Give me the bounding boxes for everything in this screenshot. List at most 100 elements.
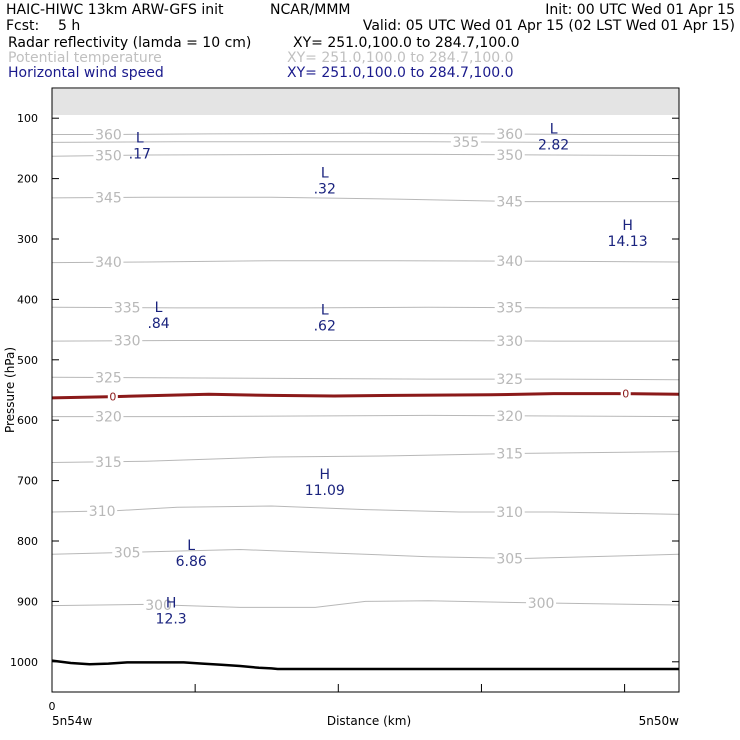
- theta-contour-label: 315: [95, 455, 122, 471]
- theta-label-bg: [93, 190, 124, 205]
- axes: 100 200 300 400 500 600 700 800 900 1000: [10, 112, 679, 692]
- wind-extremum-type: L: [136, 130, 144, 146]
- model-title: HAIC-HIWC 13km ARW-GFS init: [6, 2, 224, 18]
- theta-label-bg: [494, 446, 525, 461]
- x-start-location: 5n54w: [52, 714, 93, 728]
- wind-extremum-type: L: [155, 300, 163, 316]
- y-axis-label: Pressure (hPa): [3, 347, 17, 433]
- theta-contour-label: 360: [95, 128, 122, 144]
- y-tick-label: 300: [17, 233, 38, 246]
- zero-contour-label: 0: [622, 388, 629, 401]
- theta-label-bg: [93, 148, 124, 163]
- fcst-value: 5 h: [58, 18, 80, 34]
- y-tick-label: 200: [17, 173, 38, 186]
- wind-extremum-value: 6.86: [176, 554, 207, 570]
- theta-contour-325: [51, 376, 680, 381]
- theta-label-bg: [112, 333, 143, 348]
- field-xy-reflectivity: XY= 251.0,100.0 to 284.7,100.0: [293, 35, 520, 51]
- theta-contour-345: [51, 196, 679, 203]
- theta-contour-340: [51, 260, 680, 264]
- wind-extremum-value: .32: [314, 181, 336, 197]
- theta-contour-label: 360: [496, 127, 523, 143]
- wind-extremum-value: 12.3: [156, 611, 187, 627]
- theta-label-bg: [494, 372, 525, 387]
- theta-contour-label: 335: [496, 301, 523, 317]
- theta-label-bg: [93, 127, 124, 142]
- theta-label-bg: [494, 194, 525, 209]
- org-label: NCAR/MMM: [270, 2, 351, 18]
- theta-contour-label: 300: [145, 598, 172, 614]
- y-tick-label: 500: [17, 354, 38, 367]
- theta-label-bg: [494, 551, 525, 566]
- wind-extremum-value: .17: [129, 146, 151, 162]
- theta-contour-label: 350: [95, 149, 122, 165]
- theta-label-bg: [494, 147, 525, 162]
- theta-contour-label: 350: [496, 148, 523, 164]
- theta-contour-330: [51, 340, 679, 342]
- theta-label-bg: [526, 595, 557, 610]
- wind-extremum-type: L: [321, 303, 329, 319]
- wind-extremum-type: L: [187, 538, 195, 554]
- valid-time: Valid: 05 UTC Wed 01 Apr 15 (02 LST Wed …: [363, 18, 735, 34]
- wind-extremum-value: .84: [147, 316, 169, 332]
- wind-extremum-value: 14.13: [608, 234, 648, 250]
- x-origin-tick-label: 0: [49, 700, 56, 713]
- wind-extremum-value: .62: [314, 319, 336, 335]
- fcst-label: Fcst:: [6, 18, 39, 34]
- theta-contour-label: 320: [95, 410, 122, 426]
- wind-speed-extrema: L.17L2.82L.32H14.13L.84L.62H11.09L6.86H1…: [129, 121, 648, 627]
- theta-label-bg: [93, 454, 124, 469]
- theta-contour-label: 325: [496, 372, 523, 388]
- theta-contour-label: 310: [89, 504, 116, 520]
- x-axis-label: Distance (km): [327, 714, 411, 728]
- init-time: Init: 00 UTC Wed 01 Apr 15: [545, 2, 735, 18]
- field-xy-theta: XY= 251.0,100.0 to 284.7,100.0: [287, 50, 514, 66]
- theta-label-bg: [450, 134, 481, 149]
- theta-contour-label: 300: [528, 596, 555, 612]
- field-label-theta: Potential temperature: [8, 50, 162, 66]
- theta-contour-label: 315: [496, 447, 523, 463]
- field-label-reflectivity: Radar reflectivity (lamda = 10 cm): [8, 35, 251, 51]
- x-end-location: 5n50w: [639, 714, 680, 728]
- terrain-line: [51, 659, 679, 671]
- theta-label-bg: [112, 300, 143, 315]
- theta-contour-label: 330: [496, 334, 523, 350]
- theta-contour-320: [52, 414, 680, 418]
- theta-label-bg: [494, 254, 525, 269]
- theta-label-bg: [93, 370, 124, 385]
- zero-label-bg: [620, 387, 631, 400]
- y-tick-label: 400: [17, 293, 38, 306]
- wind-extremum-type: L: [550, 121, 558, 137]
- theta-contour-310: [51, 505, 680, 515]
- wind-extremum-value: 2.82: [538, 137, 569, 153]
- theta-contour-label: 335: [114, 301, 141, 317]
- theta-contour-label: 345: [496, 194, 523, 210]
- zero-contour-line: [51, 392, 680, 400]
- theta-contour-315: [51, 451, 680, 463]
- theta-contour-label: 325: [95, 371, 122, 387]
- wind-extremum-type: H: [622, 218, 633, 234]
- theta-contour-label: 355: [452, 135, 479, 151]
- theta-contour-label: 330: [114, 334, 141, 350]
- theta-label-bg: [87, 504, 118, 519]
- wind-extremum-type: H: [319, 467, 330, 483]
- theta-label-bg: [494, 127, 525, 142]
- theta-contour-label: 320: [496, 409, 523, 425]
- zero-contour-label: 0: [109, 391, 116, 404]
- theta-label-bg: [93, 409, 124, 424]
- theta-label-bg: [494, 408, 525, 423]
- theta-label-bg: [494, 333, 525, 348]
- plot-frame: [51, 87, 680, 693]
- theta-contour-355: [51, 141, 679, 143]
- theta-label-bg: [494, 300, 525, 315]
- theta-contour-350: [51, 153, 680, 157]
- y-tick-label: 800: [17, 535, 38, 548]
- model-top-dense-contours: [52, 89, 679, 115]
- theta-contour-305: [51, 548, 680, 560]
- theta-contour-label: 340: [95, 255, 122, 271]
- y-tick-label: 600: [17, 414, 38, 427]
- theta-label-bg: [494, 505, 525, 520]
- wind-extremum-type: H: [166, 595, 177, 611]
